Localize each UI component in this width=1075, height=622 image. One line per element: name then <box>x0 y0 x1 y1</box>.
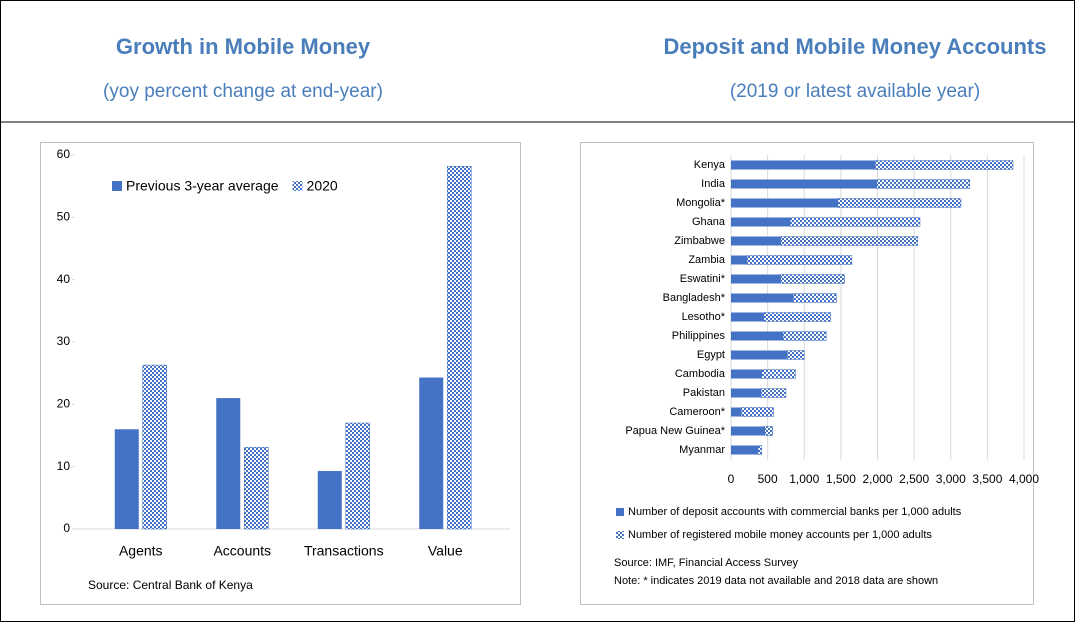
bar <box>761 369 796 379</box>
right-panel <box>580 142 1034 605</box>
legend-label: 2020 <box>307 178 338 194</box>
bar <box>731 369 762 379</box>
bar <box>782 331 827 341</box>
bar <box>787 350 805 360</box>
legend-label: Number of registered mobile money accoun… <box>628 529 932 541</box>
y-tick-label: Cambodia <box>675 368 726 380</box>
bar <box>731 236 781 246</box>
bar <box>731 426 765 436</box>
bar <box>731 388 762 398</box>
x-tick-label: Agents <box>119 543 163 559</box>
bar <box>731 217 791 227</box>
y-tick-label: 60 <box>57 147 71 161</box>
y-tick-label: Bangladesh* <box>663 292 726 304</box>
bar <box>763 312 831 322</box>
chart-subtitle: (yoy percent change at end-year) <box>103 81 383 102</box>
y-tick-label: Myanmar <box>679 444 725 456</box>
bar <box>790 217 921 227</box>
y-tick-label: 0 <box>63 521 70 535</box>
x-tick-label: 3,500 <box>972 472 1002 486</box>
bar <box>731 350 788 360</box>
x-tick-label: Value <box>428 543 463 559</box>
x-tick-label: 1,500 <box>826 472 856 486</box>
bar <box>731 198 838 208</box>
bar <box>780 236 919 246</box>
bar <box>142 364 167 530</box>
bar <box>746 255 853 265</box>
bar <box>731 445 759 455</box>
bar <box>876 179 971 189</box>
x-tick-label: 500 <box>758 472 778 486</box>
x-tick-label: 2,500 <box>899 472 929 486</box>
bar <box>837 198 962 208</box>
legend-swatch <box>292 181 303 191</box>
y-tick-label: 30 <box>57 334 71 348</box>
y-tick-label: Philippines <box>672 330 726 342</box>
bar <box>447 165 472 530</box>
bar <box>419 377 444 529</box>
y-tick-label: 10 <box>57 459 71 473</box>
x-tick-label: 0 <box>728 472 735 486</box>
source: Source: Central Bank of Kenya <box>88 578 253 592</box>
x-tick-label: Transactions <box>304 543 384 559</box>
legend-swatch <box>112 181 122 191</box>
bar <box>114 429 139 529</box>
left-panel <box>40 142 521 605</box>
y-tick-label: Papua New Guinea* <box>625 425 725 437</box>
bar <box>731 160 876 170</box>
bar <box>764 426 774 436</box>
x-tick-label: 2,000 <box>862 472 892 486</box>
chart-title: Growth in Mobile Money <box>116 34 371 59</box>
source: Source: IMF, Financial Access Survey <box>614 557 799 569</box>
y-tick-label: Zimbabwe <box>674 235 725 247</box>
y-tick-label: Eswatini* <box>680 273 726 285</box>
bar <box>875 160 1014 170</box>
bar <box>793 293 837 303</box>
y-tick-label: Kenya <box>694 159 726 171</box>
y-tick-label: 50 <box>57 210 71 224</box>
x-tick-label: 1,000 <box>789 472 819 486</box>
note: Note: * indicates 2019 data not availabl… <box>614 575 938 587</box>
y-tick-label: 40 <box>57 272 71 286</box>
chart-title: Deposit and Mobile Money Accounts <box>664 34 1047 59</box>
legend-swatch <box>616 531 624 539</box>
y-tick-label: Cameroon* <box>669 406 725 418</box>
y-tick-label: 20 <box>57 397 71 411</box>
bar <box>216 398 241 529</box>
bar <box>731 407 742 417</box>
legend-label: Number of deposit accounts with commerci… <box>628 506 962 518</box>
bar <box>757 445 763 455</box>
bar <box>731 331 784 341</box>
bar <box>731 255 748 265</box>
y-tick-label: Zambia <box>688 254 726 266</box>
bar <box>741 407 774 417</box>
bar <box>731 274 781 284</box>
x-tick-label: Accounts <box>213 543 271 559</box>
y-tick-label: Lesotho* <box>682 311 726 323</box>
y-tick-label: Pakistan <box>683 387 725 399</box>
y-tick-label: Ghana <box>692 216 726 228</box>
bar <box>731 293 794 303</box>
x-tick-label: 3,000 <box>936 472 966 486</box>
bar <box>244 447 269 530</box>
bar <box>345 422 370 530</box>
y-tick-label: India <box>701 178 726 190</box>
x-tick-label: 4,000 <box>1009 472 1039 486</box>
y-tick-label: Egypt <box>697 349 725 361</box>
bar <box>780 274 845 284</box>
legend-label: Previous 3-year average <box>126 178 279 194</box>
bar <box>731 312 764 322</box>
bar <box>317 471 342 529</box>
legend-swatch <box>616 508 624 516</box>
y-tick-label: Mongolia* <box>676 197 726 209</box>
chart-subtitle: (2019 or latest available year) <box>730 81 980 102</box>
bar <box>731 179 877 189</box>
bar <box>760 388 787 398</box>
